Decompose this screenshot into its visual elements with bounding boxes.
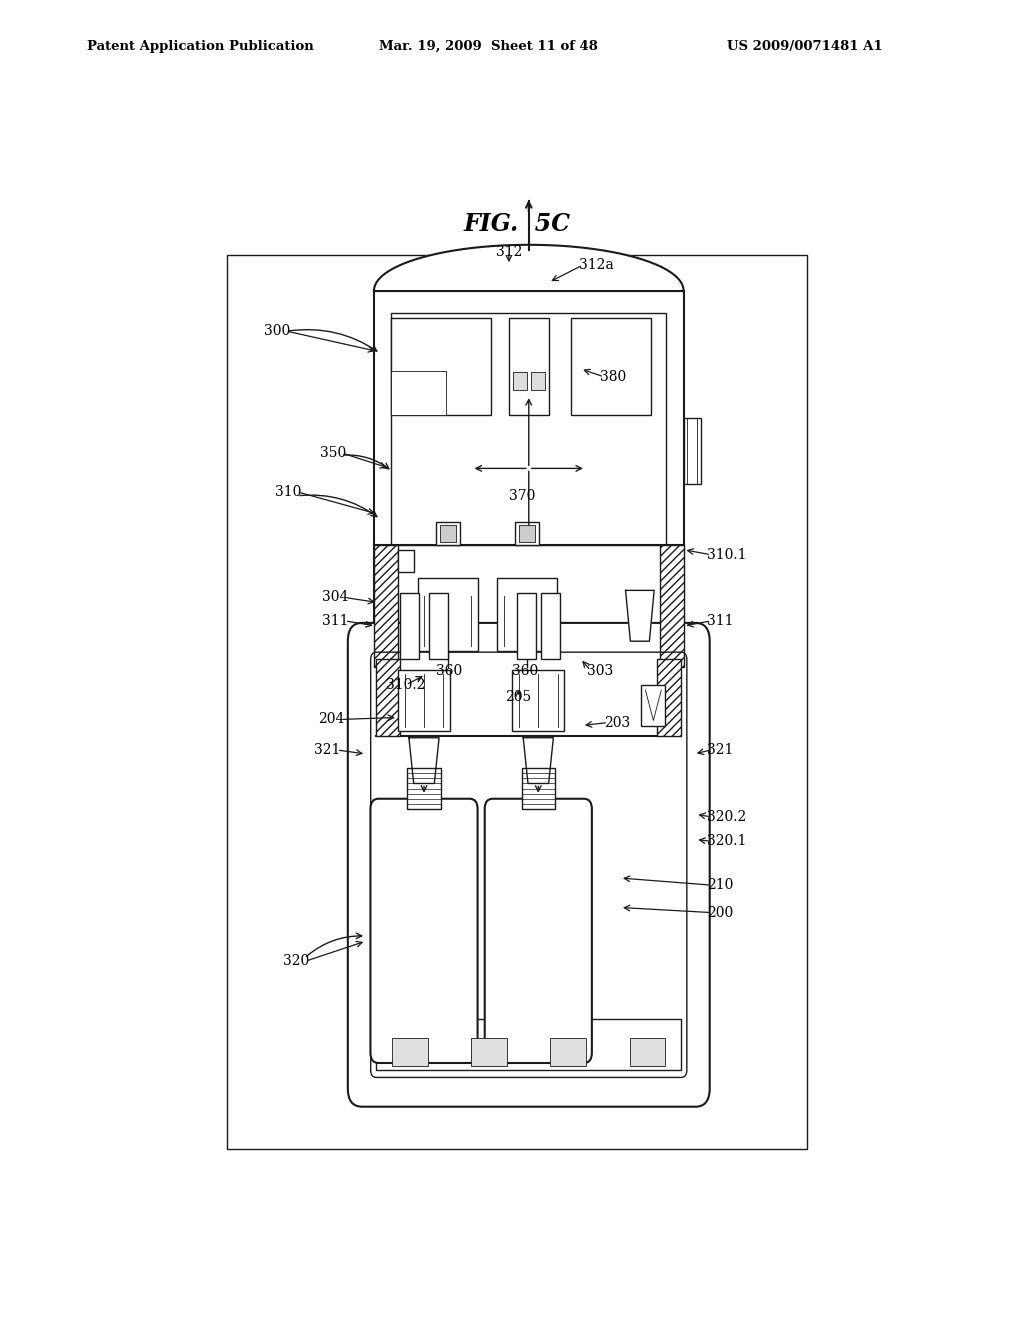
Bar (657, 660, 681, 735)
Text: 320: 320 (283, 954, 309, 969)
Text: 310.1: 310.1 (708, 548, 746, 562)
Text: 360: 360 (436, 664, 463, 677)
Text: 321: 321 (708, 743, 734, 756)
Text: 380: 380 (600, 370, 627, 384)
Bar (498, 578, 557, 651)
Text: 312: 312 (496, 246, 522, 259)
Bar (509, 318, 549, 414)
FancyBboxPatch shape (348, 623, 710, 1106)
Bar (391, 318, 490, 414)
Text: 320.1: 320.1 (708, 834, 746, 849)
Bar (429, 594, 447, 660)
Polygon shape (374, 244, 684, 290)
Bar (471, 1038, 507, 1067)
FancyBboxPatch shape (371, 799, 477, 1063)
Bar (630, 1038, 666, 1067)
Bar (377, 1019, 681, 1071)
Text: 320.2: 320.2 (708, 810, 746, 824)
Bar (400, 594, 419, 660)
Text: 310: 310 (274, 484, 301, 499)
Text: 360: 360 (512, 664, 538, 677)
Text: 300: 300 (264, 325, 291, 338)
Text: 205: 205 (505, 690, 531, 704)
Bar (227, 255, 807, 1150)
Text: 204: 204 (318, 713, 345, 726)
Bar (374, 290, 684, 667)
Polygon shape (409, 738, 439, 784)
Text: 321: 321 (314, 743, 341, 756)
Text: 311: 311 (323, 614, 348, 628)
Bar (418, 578, 477, 651)
Bar (531, 372, 546, 391)
Bar (513, 372, 527, 391)
Text: 210: 210 (708, 878, 734, 892)
Bar (391, 313, 666, 545)
Text: US 2009/0071481 A1: US 2009/0071481 A1 (727, 40, 883, 53)
Bar (436, 523, 460, 545)
Bar (515, 523, 539, 545)
Bar (397, 549, 414, 572)
FancyBboxPatch shape (484, 799, 592, 1063)
Text: 311: 311 (708, 614, 734, 628)
Text: 303: 303 (587, 664, 613, 677)
Bar (521, 768, 555, 809)
Bar (392, 1038, 428, 1067)
Text: 370: 370 (509, 488, 536, 503)
Text: Mar. 19, 2009  Sheet 11 of 48: Mar. 19, 2009 Sheet 11 of 48 (379, 40, 598, 53)
Text: 310.2: 310.2 (386, 678, 425, 692)
Text: 203: 203 (604, 715, 631, 730)
Bar (517, 594, 536, 660)
Bar (641, 685, 666, 726)
Bar (377, 660, 400, 735)
Bar (374, 545, 397, 667)
Bar (408, 768, 440, 809)
Text: 350: 350 (319, 446, 346, 461)
Bar (512, 669, 564, 731)
Bar (571, 318, 651, 414)
Bar (551, 1038, 586, 1067)
Bar (684, 417, 701, 483)
Bar (659, 545, 684, 667)
Polygon shape (523, 738, 553, 784)
Bar (440, 525, 456, 541)
Bar (519, 525, 536, 541)
Bar (398, 669, 450, 731)
Text: FIG.  5C: FIG. 5C (464, 213, 570, 236)
Bar (541, 594, 560, 660)
Text: 200: 200 (708, 906, 733, 920)
Text: 304: 304 (323, 590, 348, 605)
Text: Patent Application Publication: Patent Application Publication (87, 40, 313, 53)
Bar (391, 371, 445, 414)
Polygon shape (626, 590, 654, 642)
Text: 312a: 312a (579, 259, 613, 272)
